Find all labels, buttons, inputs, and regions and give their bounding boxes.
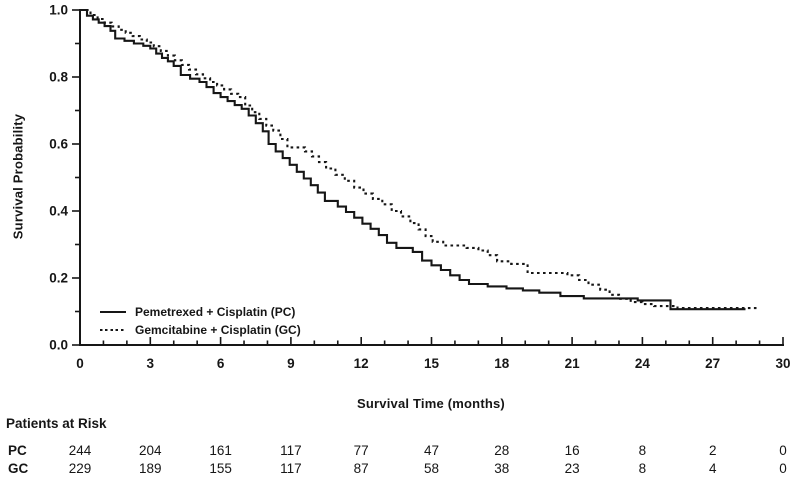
risk-count-gc: 58 [424, 461, 439, 476]
risk-row-label-gc: GC [8, 461, 29, 476]
risk-count-gc: 38 [494, 461, 509, 476]
legend-label-gc: Gemcitabine + Cisplatin (GC) [135, 323, 301, 337]
dotted-line-sample [100, 329, 126, 331]
risk-count-gc: 189 [139, 461, 162, 476]
risk-count-gc: 23 [565, 461, 580, 476]
risk-count-pc: 8 [639, 443, 647, 458]
risk-count-pc: 77 [354, 443, 369, 458]
legend-label-pc: Pemetrexed + Cisplatin (PC) [135, 305, 296, 319]
x-tick-label: 15 [424, 356, 440, 371]
risk-count-pc: 47 [424, 443, 439, 458]
risk-count-pc: 0 [779, 443, 787, 458]
x-tick-label: 18 [494, 356, 510, 371]
risk-count-pc: 2 [709, 443, 717, 458]
risk-count-pc: 28 [494, 443, 509, 458]
x-tick-label: 30 [775, 356, 790, 371]
x-tick-label: 24 [635, 356, 651, 371]
x-tick-label: 6 [217, 356, 225, 371]
solid-line-sample [100, 311, 126, 313]
risk-row-label-pc: PC [8, 443, 27, 458]
y-tick-label: 1.0 [49, 3, 68, 18]
y-tick-label: 0.8 [49, 70, 68, 85]
legend-item-gc: Gemcitabine + Cisplatin (GC) [100, 321, 301, 339]
y-tick-label: 0.0 [49, 338, 68, 353]
risk-count-pc: 16 [565, 443, 580, 458]
risk-count-pc: 161 [209, 443, 232, 458]
x-tick-label: 21 [565, 356, 581, 371]
risk-count-pc: 117 [280, 443, 302, 458]
risk-count-pc: 244 [69, 443, 92, 458]
risk-count-gc: 229 [69, 461, 92, 476]
risk-count-gc: 117 [280, 461, 302, 476]
y-tick-label: 0.2 [49, 271, 68, 286]
km-curve-pc [80, 8, 746, 311]
risk-count-gc: 0 [779, 461, 787, 476]
x-tick-label: 12 [354, 356, 369, 371]
risk-count-gc: 155 [209, 461, 232, 476]
x-tick-label: 27 [705, 356, 720, 371]
risk-count-gc: 87 [354, 461, 369, 476]
x-tick-label: 3 [147, 356, 155, 371]
y-tick-label: 0.4 [49, 204, 68, 219]
y-axis-title: Survival Probability [10, 113, 26, 240]
x-tick-label: 9 [287, 356, 295, 371]
legend: Pemetrexed + Cisplatin (PC) Gemcitabine … [100, 303, 301, 339]
legend-item-pc: Pemetrexed + Cisplatin (PC) [100, 303, 301, 321]
risk-count-gc: 4 [709, 461, 717, 476]
risk-count-pc: 204 [139, 443, 162, 458]
x-tick-label: 0 [76, 356, 84, 371]
y-tick-label: 0.6 [49, 137, 68, 152]
x-axis-title: Survival Time (months) [357, 396, 505, 411]
patients-at-risk-heading: Patients at Risk [6, 416, 107, 431]
risk-count-gc: 8 [639, 461, 647, 476]
km-curve-gc [80, 8, 760, 310]
